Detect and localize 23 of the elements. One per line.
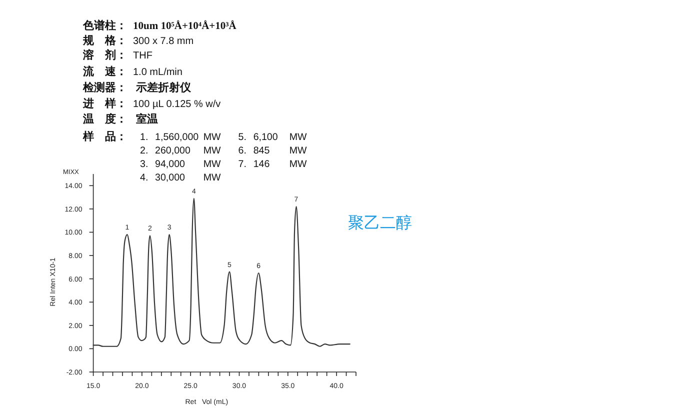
text: 6. 845 MW (238, 146, 307, 156)
annotation: 聚乙二醇 (348, 214, 412, 232)
text: 室温 (136, 112, 158, 126)
text: 检测器： (82, 81, 127, 94)
text: 2. 260,000 MW (140, 146, 221, 156)
text: 溶 剂： (82, 48, 127, 62)
text: 10um 10⁵Å+10⁴Å+10³Å (133, 20, 237, 32)
text: 1.0 mL/min (133, 67, 182, 78)
text: 3. 94,000 MW (140, 159, 221, 170)
text: 流 速： (82, 65, 127, 78)
text: 4. 30,000 MW (140, 172, 221, 184)
text: 300 x 7.8 mm (133, 36, 194, 47)
text: 色谱柱： (82, 19, 127, 32)
text: THF (133, 50, 152, 62)
text: 温 度： (82, 112, 127, 126)
text: 5. 6,100 MW (238, 132, 308, 143)
text: 100 µL 0.125 % w/v (133, 99, 221, 110)
text: 1. 1,560,000 MW (140, 132, 222, 143)
text: 规 格： (82, 34, 127, 47)
text: 进 样： (82, 97, 127, 110)
text: 7. 146 MW (238, 159, 307, 170)
text: 示差折射仪 (135, 81, 192, 94)
text: 样 品： (82, 130, 127, 143)
